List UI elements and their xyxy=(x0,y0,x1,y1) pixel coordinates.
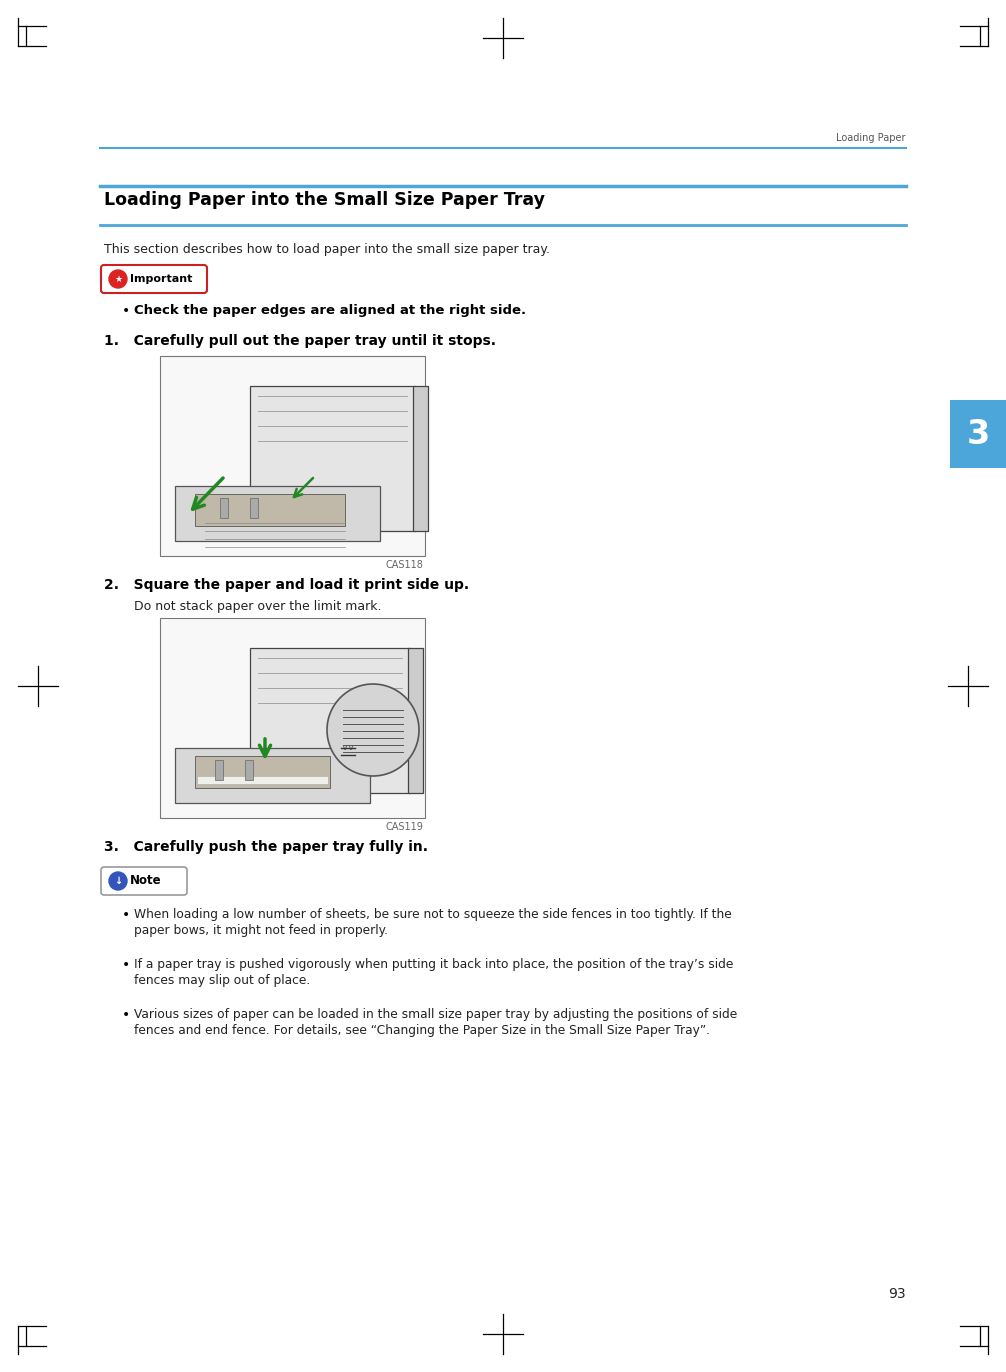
Text: paper bows, it might not feed in properly.: paper bows, it might not feed in properl… xyxy=(134,923,388,937)
Bar xyxy=(175,748,370,803)
Text: If a paper tray is pushed vigorously when putting it back into place, the positi: If a paper tray is pushed vigorously whe… xyxy=(134,958,733,971)
FancyBboxPatch shape xyxy=(101,265,207,294)
Text: •: • xyxy=(122,1008,130,1022)
Bar xyxy=(160,355,425,556)
Text: Important: Important xyxy=(130,274,192,284)
Bar xyxy=(250,648,410,793)
Text: fences and end fence. For details, see “Changing the Paper Size in the Small Siz: fences and end fence. For details, see “… xyxy=(134,1024,710,1037)
Text: 2.   Square the paper and load it print side up.: 2. Square the paper and load it print si… xyxy=(104,578,469,591)
Circle shape xyxy=(109,270,127,288)
Bar xyxy=(195,756,330,788)
Text: •: • xyxy=(122,958,130,971)
Bar xyxy=(408,648,423,793)
Text: v: v xyxy=(349,745,353,750)
Text: fences may slip out of place.: fences may slip out of place. xyxy=(134,974,310,986)
Text: CAS119: CAS119 xyxy=(385,822,423,831)
Bar xyxy=(220,498,228,519)
Bar xyxy=(950,401,1006,468)
Text: ↓: ↓ xyxy=(114,875,122,886)
Text: •: • xyxy=(122,908,130,922)
Bar xyxy=(250,386,415,531)
Bar xyxy=(160,617,425,818)
Text: v: v xyxy=(343,745,347,750)
Circle shape xyxy=(327,685,420,777)
Text: CAS118: CAS118 xyxy=(385,560,423,569)
Text: When loading a low number of sheets, be sure not to squeeze the side fences in t: When loading a low number of sheets, be … xyxy=(134,908,731,921)
Text: 3: 3 xyxy=(967,417,990,450)
Bar xyxy=(197,777,328,783)
Text: 1.   Carefully pull out the paper tray until it stops.: 1. Carefully pull out the paper tray unt… xyxy=(104,333,496,348)
FancyBboxPatch shape xyxy=(101,867,187,895)
Text: Loading Paper: Loading Paper xyxy=(837,133,906,143)
Text: Check the paper edges are aligned at the right side.: Check the paper edges are aligned at the… xyxy=(134,305,526,317)
Bar xyxy=(413,386,428,531)
Text: This section describes how to load paper into the small size paper tray.: This section describes how to load paper… xyxy=(104,243,550,257)
Text: •: • xyxy=(122,305,130,318)
Bar xyxy=(215,760,223,781)
Text: Various sizes of paper can be loaded in the small size paper tray by adjusting t: Various sizes of paper can be loaded in … xyxy=(134,1008,737,1021)
Text: 93: 93 xyxy=(888,1287,906,1301)
Bar xyxy=(250,498,258,519)
Bar xyxy=(245,760,253,781)
Text: 3.   Carefully push the paper tray fully in.: 3. Carefully push the paper tray fully i… xyxy=(104,840,428,853)
Bar xyxy=(195,494,345,525)
Text: Do not stack paper over the limit mark.: Do not stack paper over the limit mark. xyxy=(134,600,381,613)
Text: ★: ★ xyxy=(114,274,122,284)
Bar xyxy=(175,486,380,541)
Text: Loading Paper into the Small Size Paper Tray: Loading Paper into the Small Size Paper … xyxy=(104,191,545,209)
Text: Note: Note xyxy=(130,874,162,888)
Circle shape xyxy=(109,873,127,890)
